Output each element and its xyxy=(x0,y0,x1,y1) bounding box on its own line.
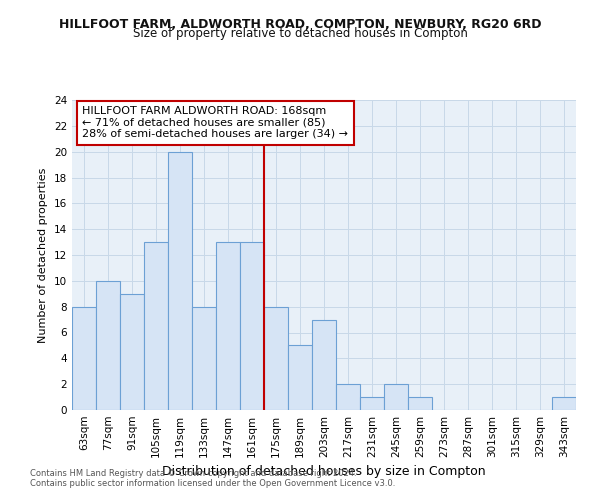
Y-axis label: Number of detached properties: Number of detached properties xyxy=(38,168,49,342)
Bar xyxy=(264,306,288,410)
Bar xyxy=(120,294,144,410)
Text: HILLFOOT FARM ALDWORTH ROAD: 168sqm
← 71% of detached houses are smaller (85)
28: HILLFOOT FARM ALDWORTH ROAD: 168sqm ← 71… xyxy=(82,106,348,140)
Bar xyxy=(144,242,168,410)
Bar xyxy=(240,242,264,410)
Bar xyxy=(552,397,576,410)
Bar xyxy=(216,242,240,410)
Bar xyxy=(192,306,216,410)
Bar xyxy=(96,281,120,410)
Text: Contains public sector information licensed under the Open Government Licence v3: Contains public sector information licen… xyxy=(30,478,395,488)
X-axis label: Distribution of detached houses by size in Compton: Distribution of detached houses by size … xyxy=(162,466,486,478)
Text: Contains HM Land Registry data © Crown copyright and database right 2024.: Contains HM Land Registry data © Crown c… xyxy=(30,468,356,477)
Text: HILLFOOT FARM, ALDWORTH ROAD, COMPTON, NEWBURY, RG20 6RD: HILLFOOT FARM, ALDWORTH ROAD, COMPTON, N… xyxy=(59,18,541,30)
Bar xyxy=(408,397,432,410)
Bar xyxy=(336,384,360,410)
Bar xyxy=(168,152,192,410)
Bar xyxy=(360,397,384,410)
Bar xyxy=(384,384,408,410)
Bar xyxy=(312,320,336,410)
Bar xyxy=(72,306,96,410)
Text: Size of property relative to detached houses in Compton: Size of property relative to detached ho… xyxy=(133,28,467,40)
Bar xyxy=(288,346,312,410)
